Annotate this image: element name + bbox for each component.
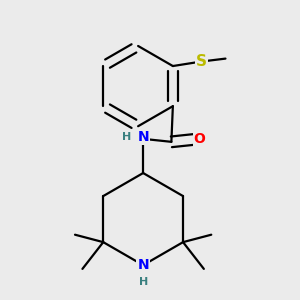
Text: N: N [137,130,149,144]
Text: H: H [139,277,148,286]
Text: N: N [137,258,149,272]
Text: O: O [194,132,206,146]
Text: S: S [196,54,207,69]
Text: H: H [122,132,131,142]
